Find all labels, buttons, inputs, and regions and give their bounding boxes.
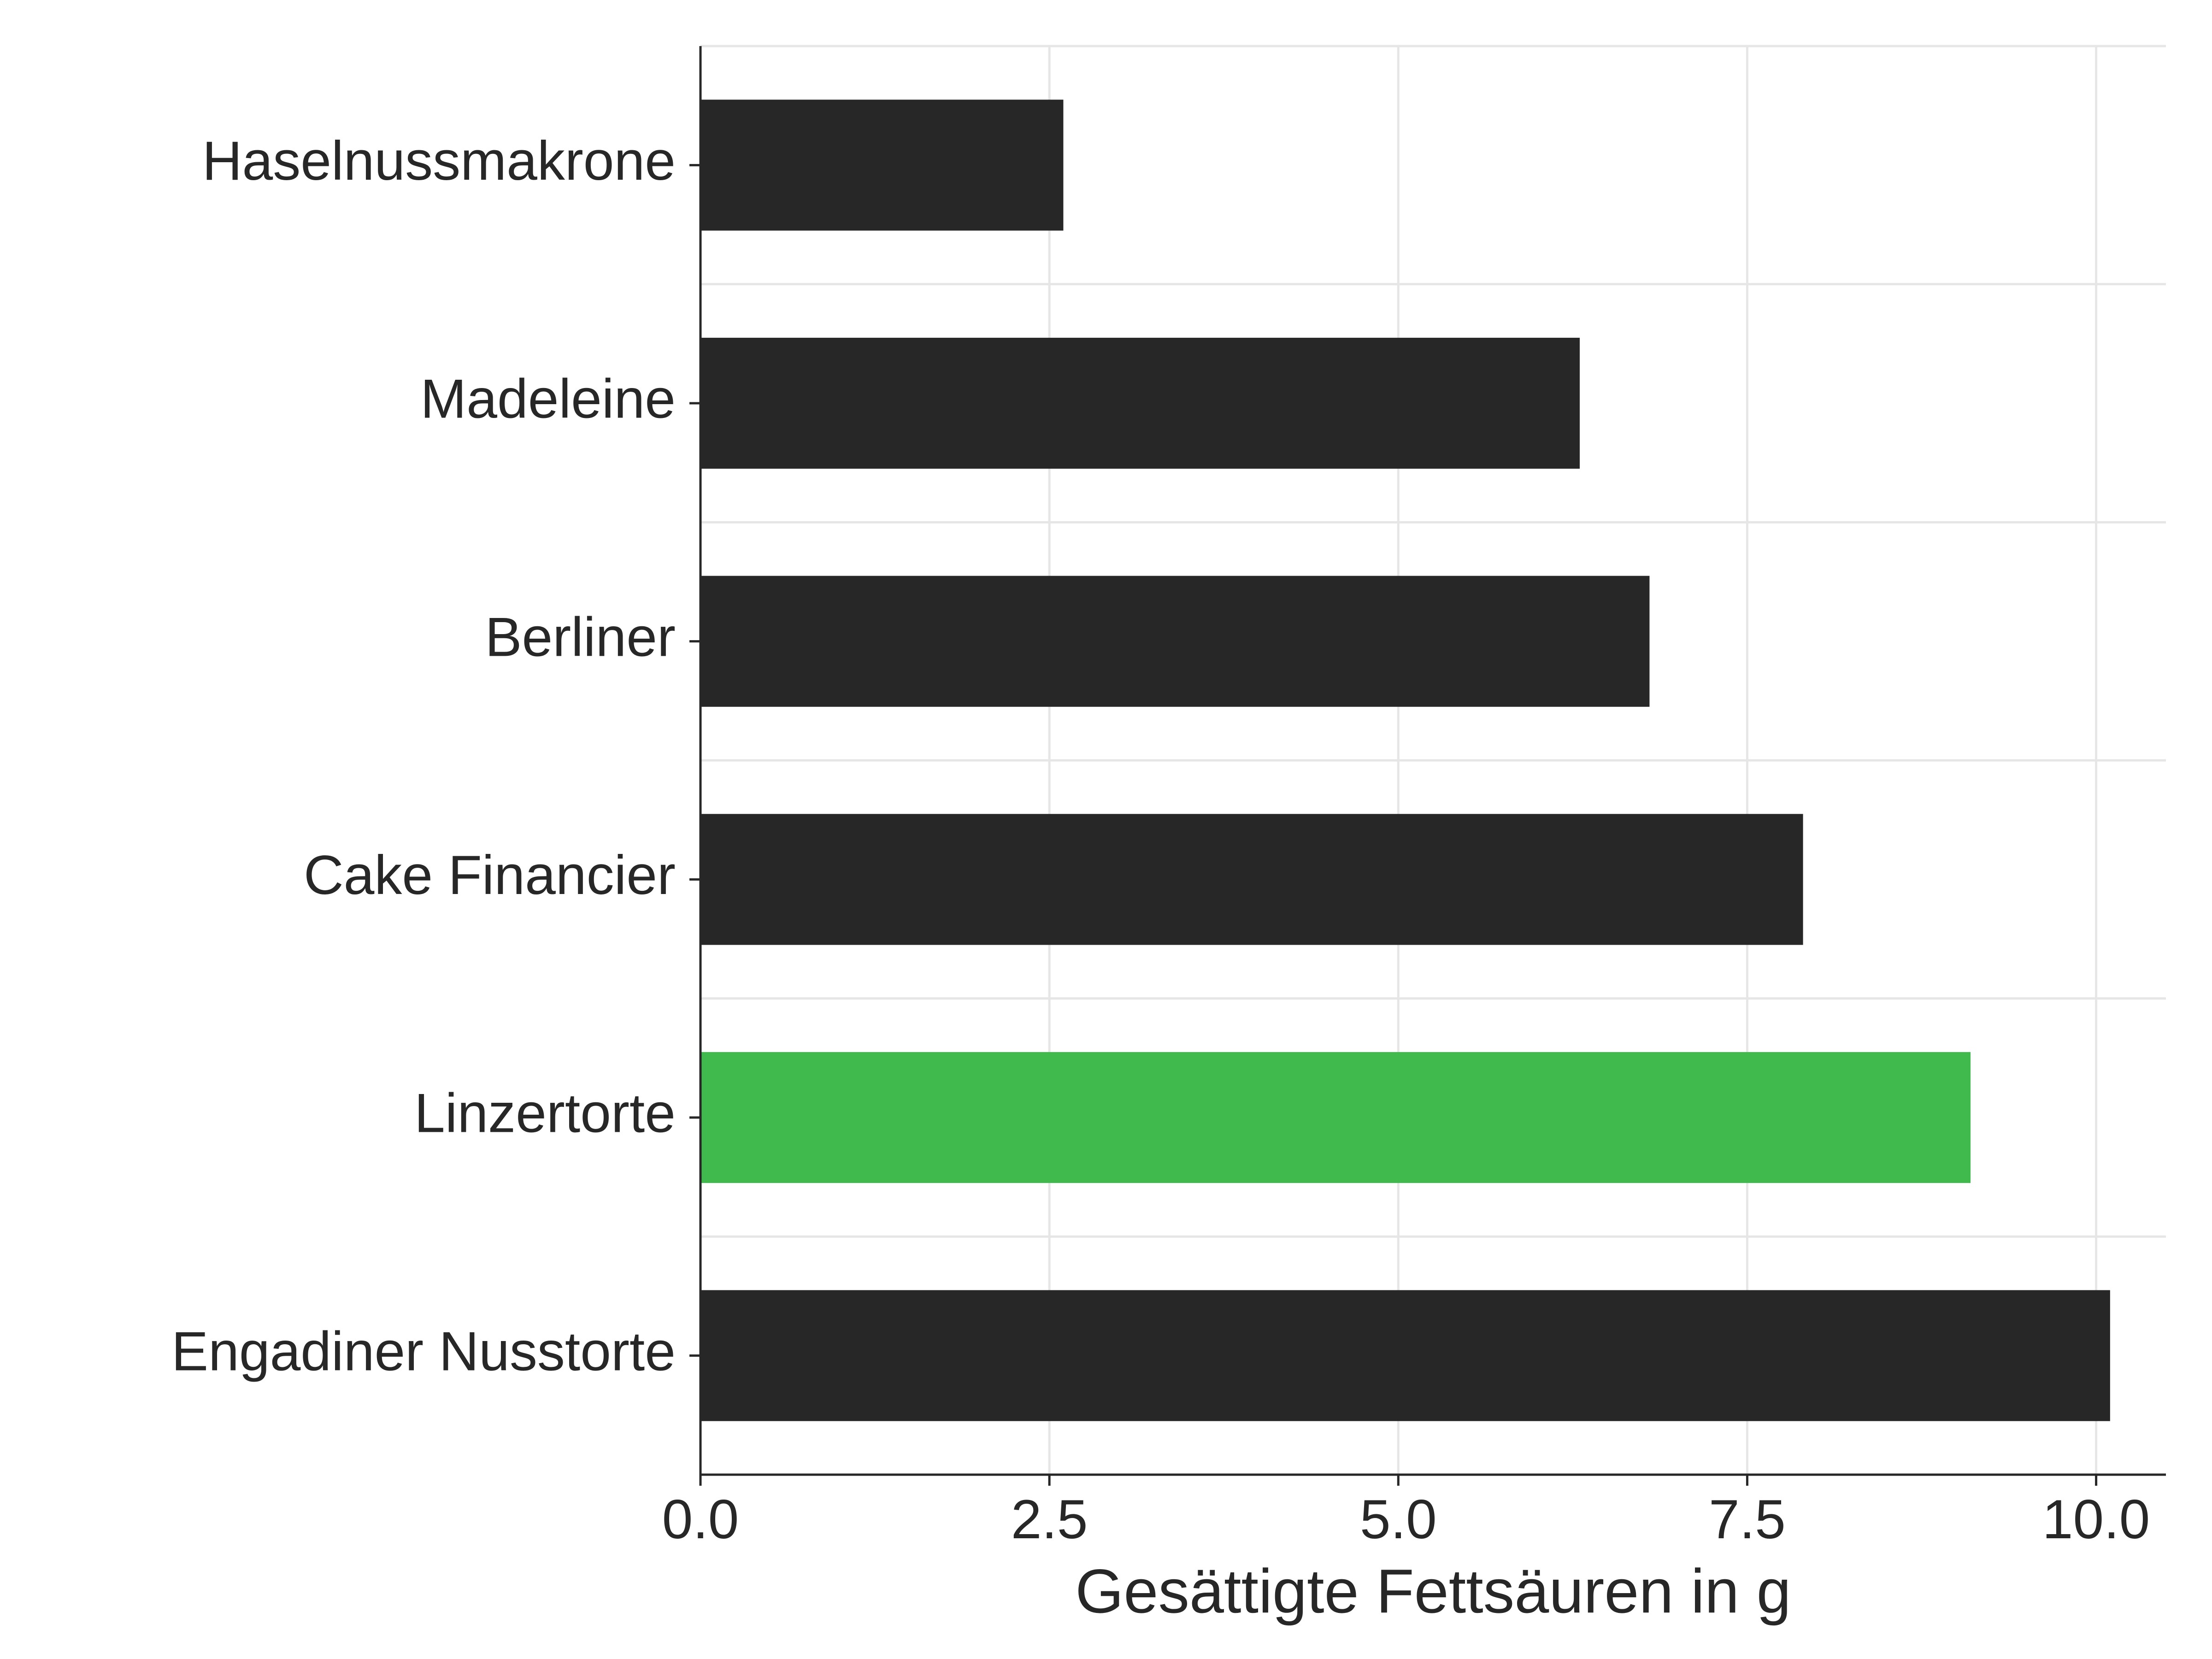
bar — [700, 1290, 2110, 1421]
bar-chart: 0.0 2.5 5.0 7.5 10.0 Haselnussmakrone Madelein… — [0, 0, 2212, 1659]
x-tick-label: 7.5 — [1709, 1488, 1786, 1550]
x-axis-label: Gesättigte Fettsäuren in g — [1075, 1556, 1791, 1626]
category-label: Engadiner Nusstorte — [171, 1320, 676, 1382]
category-label: Berliner — [485, 606, 676, 668]
bar — [700, 100, 1063, 230]
x-tick-label: 2.5 — [1011, 1488, 1088, 1550]
bar — [700, 1052, 1971, 1183]
x-tick-label: 0.0 — [662, 1488, 739, 1550]
category-label: Haselnussmakrone — [202, 130, 676, 192]
category-label: Cake Financier — [304, 844, 676, 906]
bar — [700, 338, 1580, 469]
bar — [700, 814, 1803, 945]
x-tick-label: 10.0 — [2042, 1488, 2150, 1550]
x-tick-label: 5.0 — [1360, 1488, 1437, 1550]
category-label: Linzertorte — [414, 1082, 676, 1144]
category-label: Madeleine — [420, 368, 676, 430]
bar — [700, 576, 1649, 707]
